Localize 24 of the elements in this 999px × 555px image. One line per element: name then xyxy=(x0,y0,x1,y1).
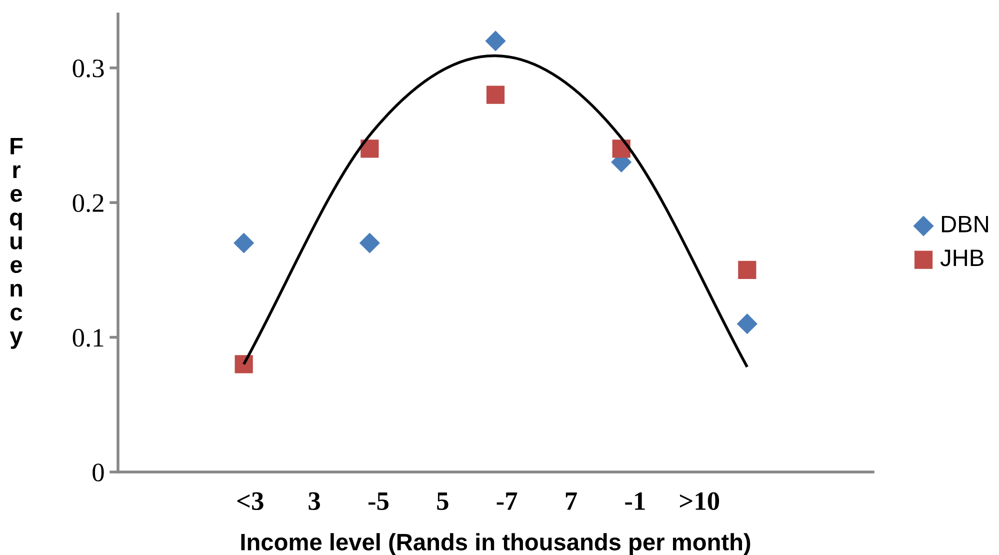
point xyxy=(234,232,254,254)
text: -1 xyxy=(625,492,645,510)
text: Frequency xyxy=(10,138,23,349)
point xyxy=(359,232,380,254)
legend-label: JHB xyxy=(940,250,984,266)
point xyxy=(485,30,506,52)
point xyxy=(486,86,505,104)
text: -5 xyxy=(368,492,388,510)
point xyxy=(736,314,758,334)
y-tick-label: 0.3 xyxy=(72,59,104,78)
text: 5 xyxy=(437,492,448,510)
point xyxy=(234,355,253,374)
point xyxy=(360,140,379,158)
text: -7 xyxy=(496,492,518,510)
text: 3 xyxy=(308,492,320,510)
text: 7 xyxy=(566,492,577,510)
text: >10 xyxy=(680,492,720,510)
x-axis-title: Income level (Rands in thousands per month) xyxy=(241,533,750,555)
y-tick-label: 0 xyxy=(92,464,104,482)
y-tick-label: 0.2 xyxy=(72,194,104,212)
y-tick-label: 0.1 xyxy=(72,328,104,347)
point xyxy=(738,260,756,279)
text: <3 xyxy=(237,492,264,510)
legend-label: DBN xyxy=(942,216,988,232)
